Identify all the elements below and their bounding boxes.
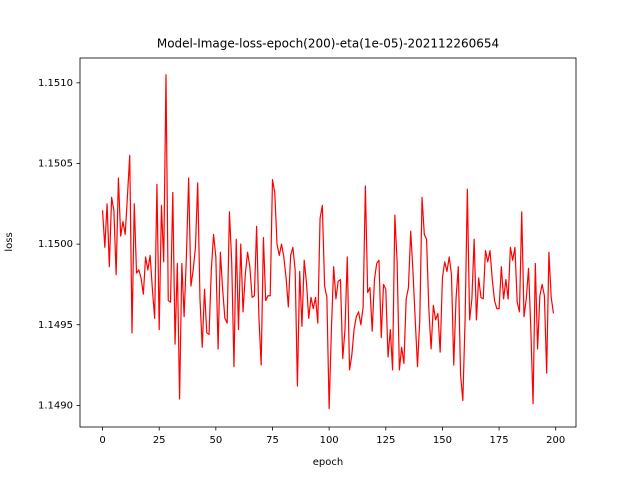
y-tick-label: 1.1510: [38, 78, 73, 89]
y-tick-label: 1.1505: [38, 158, 73, 169]
x-tick-label: 125: [376, 435, 395, 446]
y-tick-label: 1.1495: [38, 320, 73, 331]
x-tick-label: 150: [433, 435, 452, 446]
plot-frame: [79, 57, 577, 428]
x-axis-label: epoch: [313, 457, 343, 468]
x-tick-label: 50: [209, 435, 222, 446]
x-tick-label: 75: [266, 435, 279, 446]
x-tick-label: 175: [490, 435, 509, 446]
x-tick-label: 200: [546, 435, 565, 446]
x-tick-label: 0: [99, 435, 105, 446]
chart-title: Model-Image-loss-epoch(200)-eta(1e-05)-2…: [157, 37, 499, 51]
x-tick-label: 25: [153, 435, 166, 446]
y-tick-label: 1.1500: [38, 239, 73, 250]
x-tick-label: 100: [320, 435, 339, 446]
loss-line: [101, 74, 555, 410]
y-tick-label: 1.1490: [38, 400, 73, 411]
y-axis-label: loss: [4, 232, 15, 251]
